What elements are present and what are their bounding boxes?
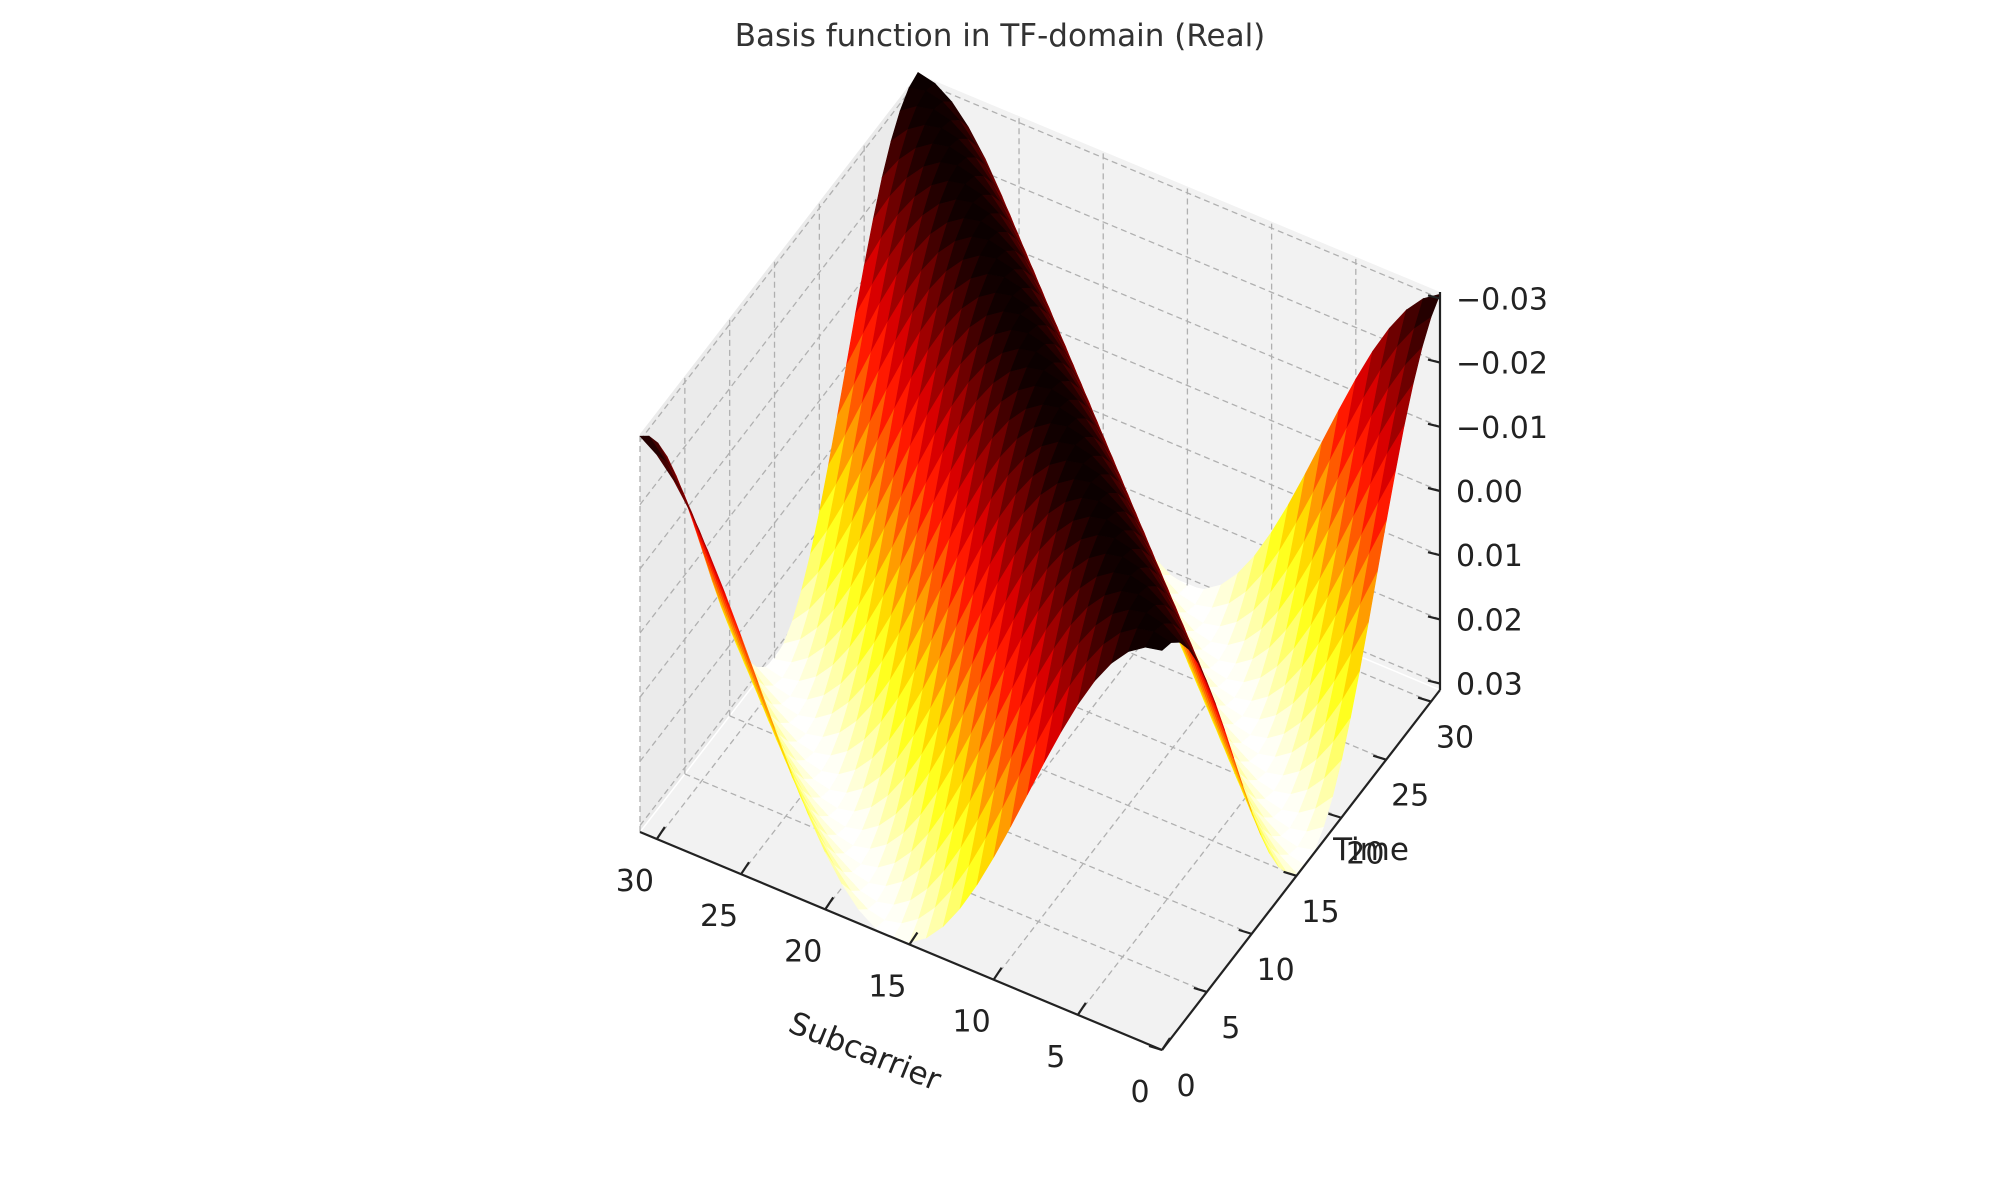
left-back-pane [640, 74, 918, 832]
y-tick [1372, 754, 1387, 761]
x-tick [824, 896, 835, 910]
x-tick-label: 30 [616, 864, 654, 899]
x-tick-label: 5 [1046, 1040, 1065, 1075]
grid-line-x-floor [1077, 654, 1357, 1016]
grid-line-z-left [639, 208, 919, 570]
y-tick-label: 15 [1301, 895, 1339, 930]
z-tick-label: −0.03 [1456, 282, 1548, 317]
x-tick [740, 861, 750, 875]
y-tick [1328, 812, 1342, 819]
y-tick-label: 0 [1176, 1069, 1195, 1104]
y-tick [1417, 696, 1432, 703]
grid-line-z-right [917, 144, 1441, 364]
x-tick [908, 931, 919, 946]
z-tick [1427, 486, 1441, 493]
y-tick-label: 25 [1391, 779, 1429, 814]
y-tick [1193, 986, 1208, 993]
z-tick [1427, 294, 1441, 300]
grid-line-z-left [639, 144, 919, 506]
grid-line-x-floor [740, 513, 1020, 875]
x-tick-label: 0 [1130, 1075, 1149, 1110]
x-axis-label: Subcarrier [784, 1005, 946, 1099]
x-tick [655, 826, 666, 840]
z-tick-label: 0.01 [1456, 539, 1523, 574]
z-tick [1427, 615, 1441, 621]
tick-labels: 051015202530051015202530−0.03−0.02−0.010… [616, 282, 1548, 1110]
z-tick [1427, 422, 1441, 428]
y-tick-label: 5 [1221, 1011, 1240, 1046]
axes [639, 292, 1442, 1052]
grid-line-x-floor [656, 478, 936, 840]
z-tick-label: 0.00 [1456, 475, 1523, 510]
y-tick [1148, 1044, 1163, 1052]
y-tick [1283, 870, 1297, 877]
y-axis-line [1161, 689, 1441, 1051]
surface [639, 71, 1441, 943]
y-tick-label: 10 [1257, 953, 1295, 988]
x-tick [992, 967, 1003, 981]
z-tick-label: 0.02 [1456, 603, 1523, 638]
y-tick-label: 20 [1346, 837, 1384, 872]
grid-line-z-left [639, 80, 919, 441]
y-tick [1238, 928, 1253, 935]
y-tick-label: 30 [1436, 721, 1474, 756]
y-axis-label: Time [1332, 832, 1409, 868]
z-tick [1427, 358, 1441, 364]
z-tick-label: −0.01 [1456, 411, 1548, 446]
z-tick [1427, 551, 1441, 557]
z-tick-label: −0.02 [1456, 347, 1548, 382]
x-tick-label: 25 [700, 899, 738, 934]
x-tick-label: 20 [784, 934, 822, 969]
x-tick-label: 15 [868, 970, 906, 1005]
grid-line-z-left [639, 400, 919, 762]
grid-line-z-right [917, 79, 1441, 300]
chart-title: Basis function in TF-domain (Real) [734, 18, 1266, 54]
grid-line-x-floor [993, 619, 1273, 981]
surface-patch [1144, 631, 1172, 651]
x-tick-label: 10 [953, 1005, 991, 1040]
x-axis-line [639, 830, 1163, 1052]
grid-line-z-left [639, 272, 919, 634]
x-tick [1161, 1037, 1171, 1051]
z-tick [1427, 679, 1441, 685]
grid-line-z-left [639, 336, 919, 698]
grid-line-z-left [639, 465, 919, 826]
z-tick-label: 0.03 [1456, 668, 1523, 703]
x-tick [1076, 1002, 1087, 1016]
